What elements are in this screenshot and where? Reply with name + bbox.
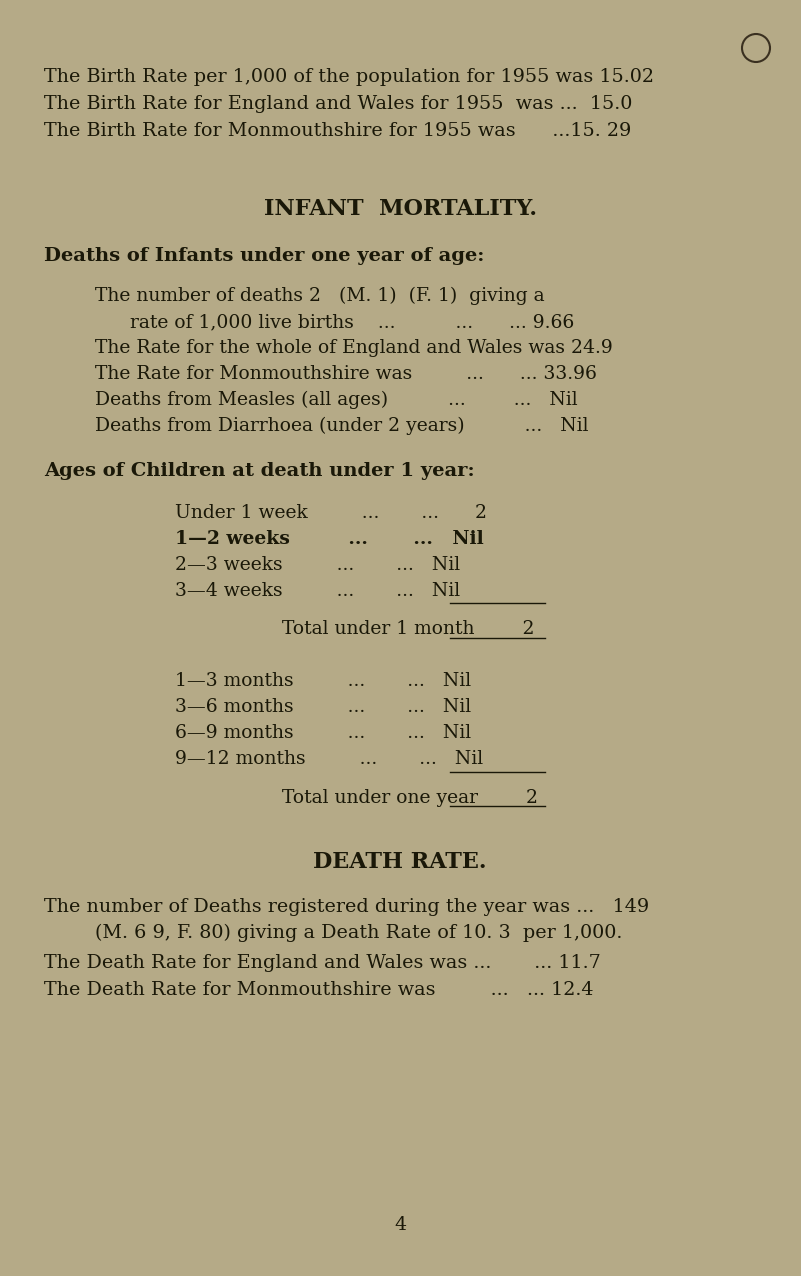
Text: The Birth Rate for Monmouthshire for 1955 was      ...15. 29: The Birth Rate for Monmouthshire for 195… xyxy=(44,122,631,140)
Text: 2—3 weeks         ...       ...   Nil: 2—3 weeks ... ... Nil xyxy=(175,556,460,574)
Text: (M. 6 9, F. 80) giving a Death Rate of 10. 3  per 1,000.: (M. 6 9, F. 80) giving a Death Rate of 1… xyxy=(95,924,622,942)
Text: 3—4 weeks         ...       ...   Nil: 3—4 weeks ... ... Nil xyxy=(175,582,460,600)
Text: 1—3 months         ...       ...   Nil: 1—3 months ... ... Nil xyxy=(175,672,471,690)
Text: DEATH RATE.: DEATH RATE. xyxy=(313,851,487,873)
Text: rate of 1,000 live births    ...          ...      ... 9.66: rate of 1,000 live births ... ... ... 9.… xyxy=(130,313,574,330)
Text: The number of deaths 2   (M. 1)  (F. 1)  giving a: The number of deaths 2 (M. 1) (F. 1) giv… xyxy=(95,287,545,305)
Text: 4: 4 xyxy=(395,1216,406,1234)
Text: The number of Deaths registered during the year was ...   149: The number of Deaths registered during t… xyxy=(44,898,649,916)
Text: 6—9 months         ...       ...   Nil: 6—9 months ... ... Nil xyxy=(175,723,471,743)
Text: The Death Rate for England and Wales was ...       ... 11.7: The Death Rate for England and Wales was… xyxy=(44,954,601,972)
Text: 3—6 months         ...       ...   Nil: 3—6 months ... ... Nil xyxy=(175,698,471,716)
Text: The Death Rate for Monmouthshire was         ...   ... 12.4: The Death Rate for Monmouthshire was ...… xyxy=(44,981,594,999)
Text: The Birth Rate for England and Wales for 1955  was ...  15.0: The Birth Rate for England and Wales for… xyxy=(44,94,632,114)
Text: The Rate for Monmouthshire was         ...      ... 33.96: The Rate for Monmouthshire was ... ... 3… xyxy=(95,365,597,383)
Text: INFANT  MORTALITY.: INFANT MORTALITY. xyxy=(264,198,537,219)
Text: Deaths from Diarrhoea (under 2 years)          ...   Nil: Deaths from Diarrhoea (under 2 years) ..… xyxy=(95,417,589,435)
Text: The Rate for the whole of England and Wales was 24.9: The Rate for the whole of England and Wa… xyxy=(95,339,613,357)
Text: Total under 1 month        2: Total under 1 month 2 xyxy=(282,620,534,638)
Text: Deaths of Infants under one year of age:: Deaths of Infants under one year of age: xyxy=(44,248,485,265)
Text: The Birth Rate per 1,000 of the population for 1955 was 15.02: The Birth Rate per 1,000 of the populati… xyxy=(44,68,654,85)
Text: Total under one year        2: Total under one year 2 xyxy=(282,789,538,806)
Text: Under 1 week         ...       ...      2: Under 1 week ... ... 2 xyxy=(175,504,487,522)
Text: 1—2 weeks         ...       ...   Nil: 1—2 weeks ... ... Nil xyxy=(175,530,484,547)
Text: Deaths from Measles (all ages)          ...        ...   Nil: Deaths from Measles (all ages) ... ... N… xyxy=(95,390,578,410)
Text: 9—12 months         ...       ...   Nil: 9—12 months ... ... Nil xyxy=(175,750,483,768)
Text: Ages of Children at death under 1 year:: Ages of Children at death under 1 year: xyxy=(44,462,475,480)
